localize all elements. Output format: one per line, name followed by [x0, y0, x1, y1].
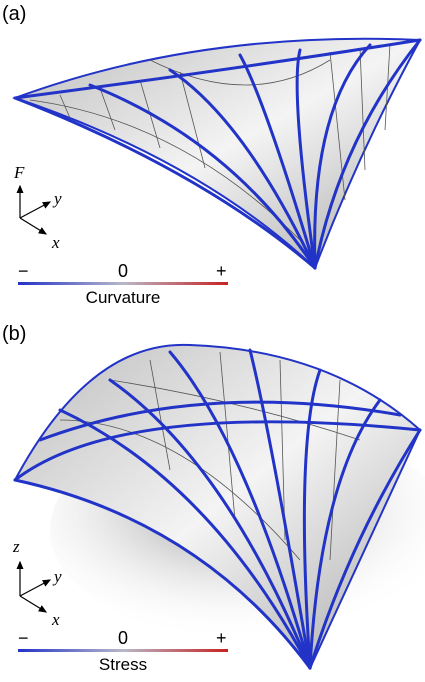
panel-a: (a) F y x − 0 + Curvature [2, 3, 420, 307]
colorbar-title: Curvature [86, 288, 161, 307]
colorbar: − 0 + Curvature [18, 261, 228, 307]
axis-label: z [12, 537, 20, 556]
panel-label: (a) [2, 3, 26, 25]
colorbar-min: − [18, 261, 29, 281]
colorbar-max: + [216, 261, 227, 281]
colorbar-min: − [18, 628, 29, 648]
axis-label: x [51, 610, 60, 629]
axis-triad: F y x [13, 163, 62, 252]
colorbar-max: + [216, 628, 227, 648]
axis-label: F [13, 163, 25, 182]
figure: (a) F y x − 0 + Curvature [0, 0, 425, 682]
panel-label: (b) [2, 323, 26, 345]
axis-label: x [51, 233, 60, 252]
colorbar-zero: 0 [118, 261, 128, 281]
colorbar-bar [18, 282, 228, 285]
colorbar-zero: 0 [118, 628, 128, 648]
axis-label: y [52, 567, 62, 586]
axis-label: y [52, 189, 62, 208]
colorbar-bar [18, 649, 228, 652]
surface [15, 39, 420, 268]
panel-b: (b) z y x − 0 + [2, 323, 425, 674]
colorbar-title: Stress [99, 655, 147, 674]
